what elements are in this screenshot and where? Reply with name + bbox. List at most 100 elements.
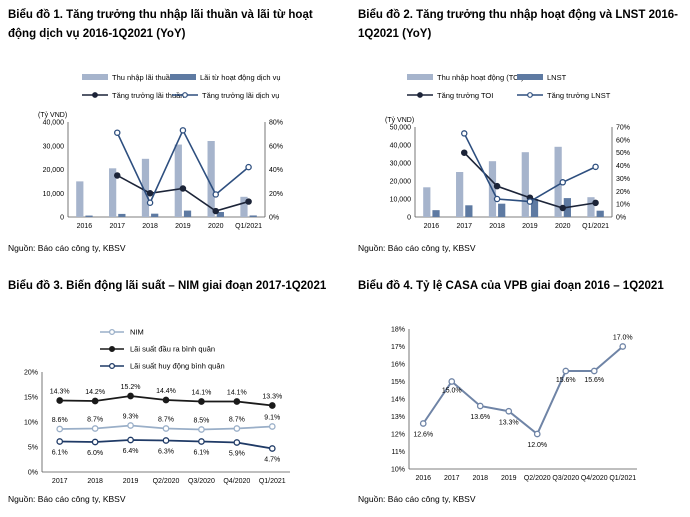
series-point-1 xyxy=(419,420,427,427)
x-tick-label: 2018 xyxy=(472,475,488,482)
series-point-1 xyxy=(505,407,513,415)
y-tick-label: 16% xyxy=(391,362,405,369)
y-tick-label: 50,000 xyxy=(390,125,412,132)
series-line-1 xyxy=(422,345,624,436)
y2-tick-label: 50% xyxy=(616,150,630,157)
x-tick-label: Q3/2020 xyxy=(188,478,215,485)
chart1-source: Nguồn: Báo cáo công ty, KBSV xyxy=(8,243,126,253)
y2-tick-label: 40% xyxy=(616,163,630,170)
series-line-2 xyxy=(463,133,596,203)
series-point-1 xyxy=(114,172,121,179)
series-point-2 xyxy=(559,179,566,186)
bar-1-2017 xyxy=(109,168,117,217)
data-label: 12.0% xyxy=(527,442,547,449)
legend-marker-2 xyxy=(182,92,188,98)
y-tick-label: 10% xyxy=(24,420,38,427)
series-point-1 xyxy=(179,185,187,192)
data-label: 8.6% xyxy=(52,417,68,424)
bar-2-2019 xyxy=(530,199,539,217)
y2-tick-label: 20% xyxy=(616,189,630,196)
legend-swatch-1 xyxy=(82,74,108,80)
y2-tick-label: 80% xyxy=(269,120,283,127)
bar-2-2017 xyxy=(118,213,126,217)
series-point-2 xyxy=(146,199,154,206)
x-tick-label: 2019 xyxy=(123,478,139,485)
data-label: 8.7% xyxy=(229,417,245,424)
y-tick-label: 15% xyxy=(391,379,405,386)
y-axis-label: (Tỷ VND) xyxy=(38,112,67,119)
x-tick-label: 2018 xyxy=(87,478,103,485)
series-point-1 xyxy=(592,199,599,207)
y2-tick-label: 20% xyxy=(269,191,283,198)
y-tick-label: 11% xyxy=(392,449,406,456)
y2-tick-label: 60% xyxy=(616,137,630,144)
legend-label: Tăng trưởng lãi thuần xyxy=(112,91,184,100)
x-tick-label: 2016 xyxy=(415,475,431,482)
series-point-1 xyxy=(559,204,566,212)
x-tick-label: Q3/2020 xyxy=(552,475,579,482)
chart3: NIM Lãi suất đầu ra bình quân Lãi suất huy… xyxy=(24,328,290,485)
bar-2-2020 xyxy=(216,212,224,217)
legend-marker-1 xyxy=(108,328,116,336)
series-point-1 xyxy=(448,378,456,385)
data-label: 17.0% xyxy=(613,335,633,342)
y2-tick-label: 0% xyxy=(269,215,279,222)
series-point-1 xyxy=(56,425,64,433)
legend-swatch-2 xyxy=(170,74,196,80)
series-point-1 xyxy=(619,343,627,350)
data-label: 8.7% xyxy=(158,417,174,424)
chart1-title: Biểu đồ 1. Tăng trưởng thu nhập lãi thuầ… xyxy=(8,6,313,44)
y-tick-label: 20,000 xyxy=(390,179,412,186)
bar-1-Q1/2021 xyxy=(587,197,595,217)
series-point-1 xyxy=(162,425,170,432)
x-tick-label: Q2/2020 xyxy=(524,475,551,482)
chart1-title-line1: Biểu đồ 1. Tăng trưởng thu nhập lãi thuầ… xyxy=(8,9,313,21)
series-point-2 xyxy=(162,396,170,404)
series-line-1 xyxy=(116,174,249,212)
series-point-2 xyxy=(212,191,219,198)
y-tick-label: 0 xyxy=(407,215,411,222)
data-label: 6.1% xyxy=(193,450,209,457)
data-label: 14.1% xyxy=(227,390,247,397)
y-tick-label: 0% xyxy=(28,470,38,477)
y2-tick-label: 40% xyxy=(269,167,283,174)
legend-marker-2 xyxy=(108,345,116,353)
data-label: 6.1% xyxy=(52,450,68,457)
y-tick-label: 18% xyxy=(391,327,405,334)
chart4: 10% 11% 12% 13% 14% 15% 16% 17% 18% 2016 2017 2018 2… xyxy=(391,327,637,482)
x-tick-label: Q1/2021 xyxy=(609,475,636,482)
chart2-source: Nguồn: Báo cáo công ty, KBSV xyxy=(358,243,476,253)
series-point-2 xyxy=(91,397,99,405)
bar-1-2019 xyxy=(174,144,182,217)
legend-label: Tăng trưởng LNST xyxy=(547,91,611,100)
bar-2-2018 xyxy=(151,213,159,217)
y2-tick-label: 60% xyxy=(269,143,283,150)
chart2-title-line2: 1Q2021 (YoY) xyxy=(358,28,432,40)
chart3-title-line1: Biểu đồ 3. Biến động lãi suất – NIM giai… xyxy=(8,280,327,292)
legend-label: Lãi suất huy động bình quân xyxy=(130,362,225,371)
bar-2-2019 xyxy=(183,210,192,217)
data-label: 15.6% xyxy=(556,377,576,384)
x-tick-label: Q1/2021 xyxy=(259,478,286,485)
x-tick-label: Q4/2020 xyxy=(223,478,250,485)
data-label: 5.9% xyxy=(229,451,245,458)
x-tick-label: Q1/2021 xyxy=(582,223,609,230)
y-tick-label: 10,000 xyxy=(43,191,65,198)
y-tick-label: 20,000 xyxy=(43,167,65,174)
legend-label: Thu nhập lãi thuần xyxy=(112,73,174,82)
bar-2-2016 xyxy=(85,215,93,217)
y-tick-label: 10,000 xyxy=(390,197,412,204)
data-label: 14.2% xyxy=(85,389,105,396)
y-tick-label: 40,000 xyxy=(43,120,65,127)
legend-marker-3 xyxy=(108,362,116,370)
x-tick-label: 2017 xyxy=(444,475,460,482)
chart4-source: Nguồn: Báo cáo công ty, KBSV xyxy=(358,494,476,504)
series-point-2 xyxy=(127,392,134,400)
series-point-3 xyxy=(268,445,276,452)
data-label: 14.3% xyxy=(50,389,70,396)
series-point-1 xyxy=(461,149,468,156)
x-tick-label: Q2/2020 xyxy=(153,478,180,485)
series-point-1 xyxy=(245,198,252,205)
series-point-1 xyxy=(493,182,501,190)
series-point-1 xyxy=(91,425,99,432)
